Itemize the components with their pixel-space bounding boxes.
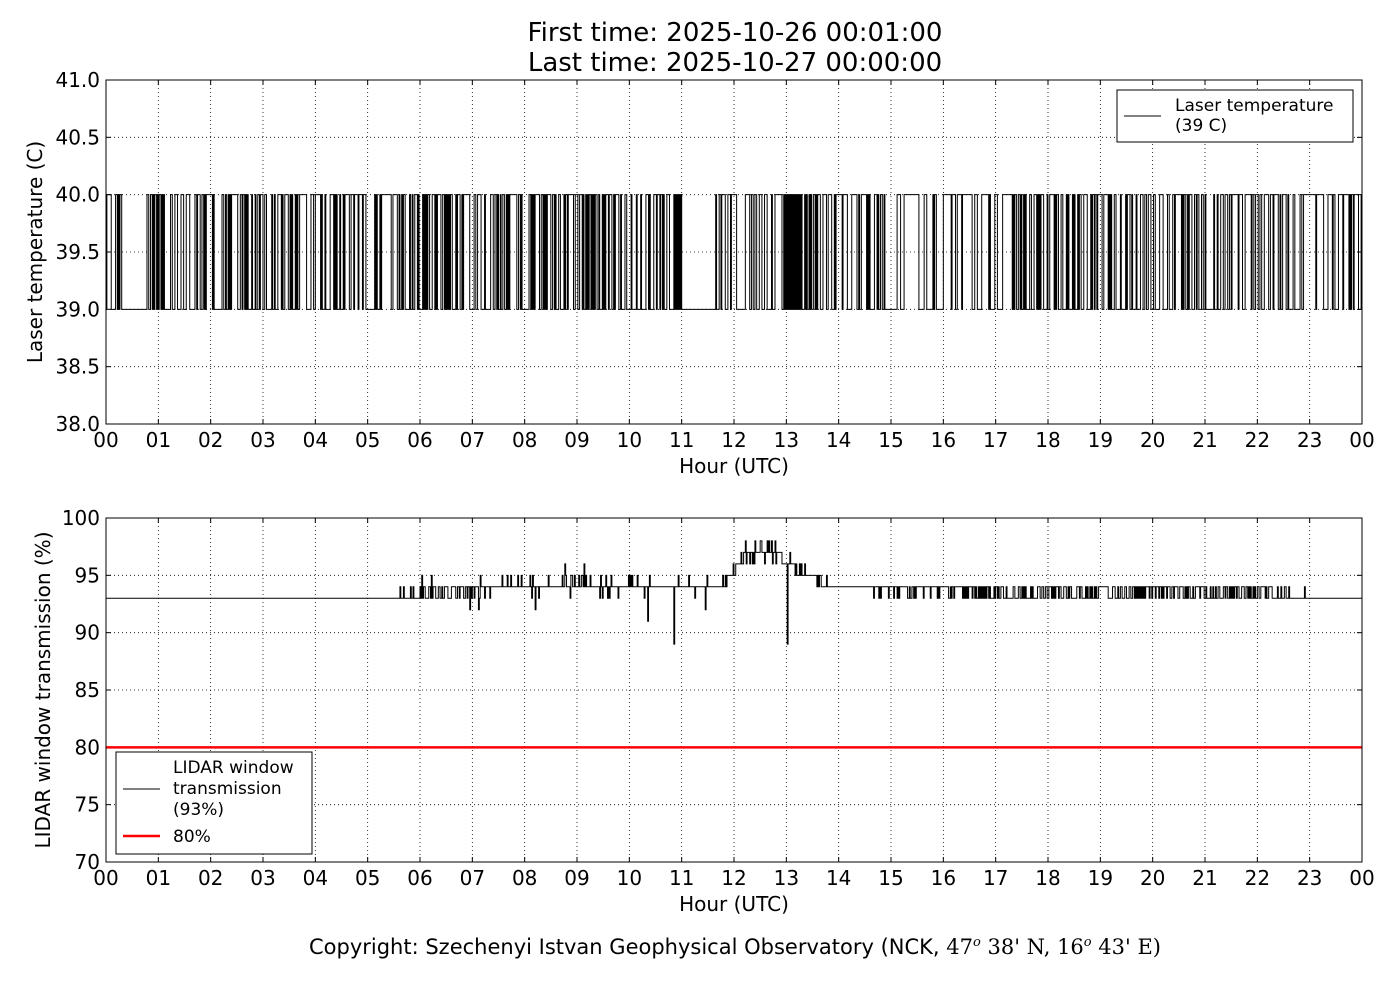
x-tick-label: 10 (617, 866, 642, 890)
x-tick-label: 13 (774, 866, 799, 890)
x-tick-label: 08 (512, 866, 537, 890)
lidar-transmission-line (106, 540, 1362, 645)
x-tick-label: 11 (669, 428, 694, 452)
plot-frame (105, 517, 1363, 863)
x-tick-label: 02 (198, 866, 223, 890)
x-tick-label: 06 (407, 866, 432, 890)
x-tick-label: 00 (93, 428, 118, 452)
x-tick-label: 08 (512, 428, 537, 452)
x-tick-label: 22 (1245, 866, 1270, 890)
y-tick-label: 80 (75, 735, 100, 759)
y-tick-label: 40.0 (55, 183, 100, 207)
y-axis-label: Laser temperature (C) (23, 141, 47, 363)
y-tick-label: 38.0 (55, 412, 100, 436)
y-tick-label: 100 (62, 506, 100, 530)
plot-frame (105, 79, 1363, 425)
x-tick-label: 01 (146, 428, 171, 452)
y-tick-label: 39.0 (55, 297, 100, 321)
legend-label: LIDAR window (173, 758, 294, 778)
legend-label: (93%) (173, 800, 224, 820)
x-tick-label: 12 (721, 428, 746, 452)
x-axis-label: Hour (UTC) (679, 892, 789, 916)
x-tick-label: 05 (355, 866, 380, 890)
legend-label: transmission (173, 779, 282, 799)
x-tick-label: 15 (878, 866, 903, 890)
x-tick-label: 21 (1192, 866, 1217, 890)
x-tick-label: 02 (198, 428, 223, 452)
x-axis-label: Hour (UTC) (679, 454, 789, 478)
x-tick-label: 07 (460, 866, 485, 890)
x-tick-label: 23 (1297, 866, 1322, 890)
first-time-title: First time: 2025-10-26 00:01:00 (527, 18, 943, 48)
x-tick-label: 10 (617, 428, 642, 452)
x-tick-label: 19 (1088, 866, 1113, 890)
x-tick-label: 16 (931, 866, 956, 890)
x-tick-label: 19 (1088, 428, 1113, 452)
y-tick-label: 41.0 (55, 68, 100, 92)
x-tick-label: 01 (146, 866, 171, 890)
x-tick-label: 23 (1297, 428, 1322, 452)
x-tick-label: 00 (1349, 866, 1374, 890)
x-tick-label: 14 (826, 866, 851, 890)
legend-label: 80% (173, 827, 211, 847)
y-axis-label: LIDAR window transmission (%) (31, 532, 55, 849)
x-tick-label: 03 (250, 866, 275, 890)
copyright-footer: Copyright: Szechenyi Istvan Geophysical … (308, 935, 1161, 959)
x-tick-label: 16 (931, 428, 956, 452)
x-tick-label: 09 (564, 428, 589, 452)
x-tick-label: 09 (564, 866, 589, 890)
x-tick-label: 13 (774, 428, 799, 452)
laser-temperature-line (106, 194, 1362, 310)
x-tick-label: 18 (1035, 428, 1060, 452)
x-tick-label: 00 (93, 866, 118, 890)
last-time-title: Last time: 2025-10-27 00:00:00 (527, 48, 943, 78)
x-tick-label: 03 (250, 428, 275, 452)
x-tick-label: 00 (1349, 428, 1374, 452)
legend-label: Laser temperature (1175, 96, 1333, 116)
x-tick-label: 11 (669, 866, 694, 890)
x-tick-label: 22 (1245, 428, 1270, 452)
y-tick-label: 95 (75, 563, 100, 587)
y-tick-label: 39.5 (55, 240, 100, 264)
x-tick-label: 21 (1192, 428, 1217, 452)
y-tick-label: 85 (75, 678, 100, 702)
y-tick-label: 75 (75, 793, 100, 817)
x-tick-label: 15 (878, 428, 903, 452)
x-tick-label: 17 (983, 428, 1008, 452)
x-tick-label: 20 (1140, 428, 1165, 452)
x-tick-label: 04 (303, 428, 328, 452)
x-tick-label: 17 (983, 866, 1008, 890)
y-tick-label: 90 (75, 621, 100, 645)
x-tick-label: 04 (303, 866, 328, 890)
y-tick-label: 40.5 (55, 125, 100, 149)
chart-canvas: 00 01 02 03 04 05 06 07 08 09 10 11 12 13 14 15 16 17 18 19… (23, 68, 1375, 916)
x-tick-label: 14 (826, 428, 851, 452)
y-tick-label: 38.5 (55, 355, 100, 379)
x-tick-label: 20 (1140, 866, 1165, 890)
y-tick-label: 70 (75, 850, 100, 874)
x-tick-label: 06 (407, 428, 432, 452)
x-tick-label: 12 (721, 866, 746, 890)
x-tick-label: 07 (460, 428, 485, 452)
x-tick-label: 05 (355, 428, 380, 452)
x-tick-label: 18 (1035, 866, 1060, 890)
legend-label: (39 C) (1175, 116, 1227, 136)
